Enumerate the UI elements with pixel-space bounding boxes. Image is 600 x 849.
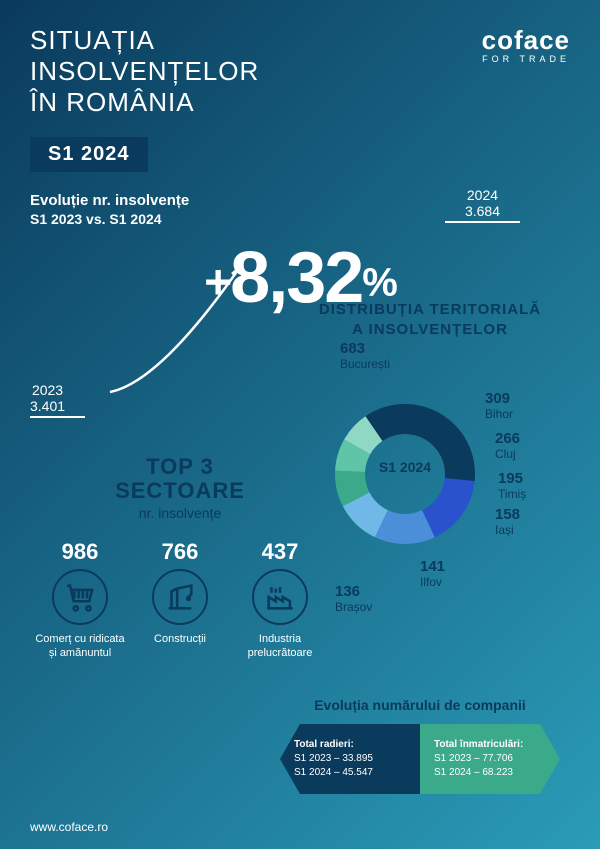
year-2024-box: 2024 3.684	[445, 187, 520, 223]
trend-arrow-icon	[100, 252, 280, 402]
factory-icon	[252, 569, 308, 625]
sector-value: 986	[35, 539, 125, 565]
donut-center-label: S1 2024	[360, 459, 450, 475]
region-label-bihor: 309Bihor	[485, 391, 513, 421]
radieri-title: Total radieri:	[294, 738, 406, 752]
main-title-line1: SITUAȚIA INSOLVENȚELOR	[30, 25, 370, 87]
region-label-iași: 158Iași	[495, 507, 520, 537]
arrow-left-radieri: Total radieri: S1 2023 – 33.895 S1 2024 …	[280, 724, 420, 794]
inmatriculari-title: Total înmatriculări:	[434, 738, 546, 752]
radieri-line2: S1 2024 – 45.547	[294, 766, 406, 780]
sector-label: Comerț cu ridicata și amănuntul	[35, 633, 125, 659]
region-label-bucurești: 683București	[340, 341, 390, 371]
region-label-timiș: 195Timiș	[498, 471, 526, 501]
footer-url: www.coface.ro	[30, 820, 108, 834]
region-label-ilfov: 141Ilfov	[420, 559, 445, 589]
territorial-title-line1: DISTRIBUȚIA TERITORIALĂ	[280, 300, 580, 320]
year-2024-value: 3.684	[465, 203, 500, 219]
sector-value: 766	[135, 539, 225, 565]
inmatriculari-line1: S1 2023 – 77.706	[434, 752, 546, 766]
sector-item: 766 Construcții	[135, 539, 225, 659]
cart-icon	[52, 569, 108, 625]
sectors-subtitle: nr. insolvențe	[30, 505, 330, 521]
sector-value: 437	[235, 539, 325, 565]
logo-text: coface	[482, 25, 570, 56]
period-badge: S1 2024	[30, 137, 148, 172]
main-title-line2: ÎN ROMÂNIA	[30, 87, 370, 118]
percent-sign: %	[362, 260, 396, 304]
inmatriculari-line2: S1 2024 – 68.223	[434, 766, 546, 780]
sector-item: 437 Industria prelucrătoare	[235, 539, 325, 659]
year-2023-box: 2023 3.401	[30, 382, 85, 418]
sectors-row: 986 Comerț cu ridicata și amănuntul 766 Con…	[30, 539, 330, 659]
sector-item: 986 Comerț cu ridicata și amănuntul	[35, 539, 125, 659]
sector-label: Construcții	[135, 633, 225, 646]
companies-section: Evoluția numărului de companii Total rad…	[270, 696, 570, 794]
evolution-section: Evoluție nr. insolvențe S1 2023 vs. S1 2…	[0, 172, 600, 319]
sectors-title: TOP 3 SECTOARE	[30, 455, 330, 503]
sectors-title-line1: TOP 3	[30, 455, 330, 479]
year-2024-label: 2024	[465, 187, 500, 203]
arrow-right-inmatriculari: Total înmatriculări: S1 2023 – 77.706 S1…	[420, 724, 560, 794]
companies-title: Evoluția numărului de companii	[270, 696, 570, 714]
region-label-cluj: 266Cluj	[495, 431, 520, 461]
year-2023-label: 2023	[30, 382, 65, 398]
sectors-title-line2: SECTOARE	[30, 479, 330, 503]
territorial-title-line2: A INSOLVENȚELOR	[280, 320, 580, 340]
title-block: SITUAȚIA INSOLVENȚELOR ÎN ROMÂNIA	[30, 25, 370, 119]
year-2023-value: 3.401	[30, 398, 65, 414]
region-label-brașov: 136Brașov	[335, 584, 372, 614]
arrows-row: Total radieri: S1 2023 – 33.895 S1 2024 …	[270, 724, 570, 794]
crane-icon	[152, 569, 208, 625]
radieri-line1: S1 2023 – 33.895	[294, 752, 406, 766]
sectors-section: TOP 3 SECTOARE nr. insolvențe 986 Comerț …	[30, 455, 330, 660]
logo: coface FOR TRADE	[482, 25, 570, 64]
logo-subtitle: FOR TRADE	[482, 54, 570, 64]
header: SITUAȚIA INSOLVENȚELOR ÎN ROMÂNIA coface…	[0, 0, 600, 129]
territorial-title: DISTRIBUȚIA TERITORIALĂ A INSOLVENȚELOR	[280, 300, 580, 339]
sector-label: Industria prelucrătoare	[235, 633, 325, 659]
